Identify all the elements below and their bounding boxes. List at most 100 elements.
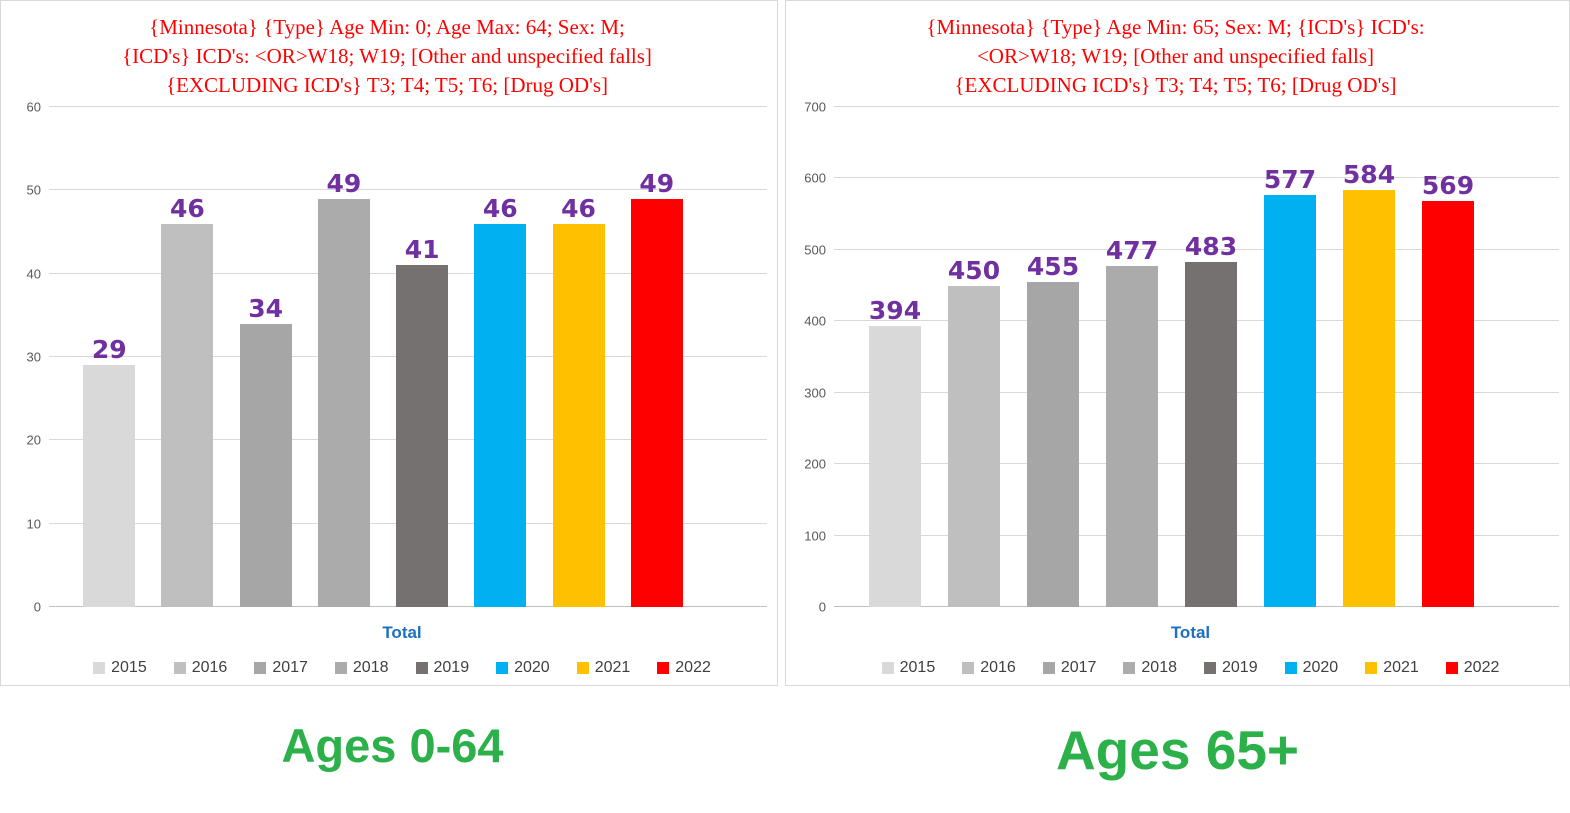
bar-value-label: 584 bbox=[1342, 159, 1396, 189]
legend-label: 2017 bbox=[272, 659, 308, 676]
bar-slot-2016: 46 bbox=[161, 107, 214, 607]
y-tick-label: 200 bbox=[804, 456, 826, 472]
y-tick-label: 500 bbox=[804, 242, 826, 258]
legend-label: 2016 bbox=[980, 659, 1016, 676]
bar-slot-2022: 569 bbox=[1422, 107, 1474, 607]
chart-panel-ages-65-plus: {Minnesota} {Type} Age Min: 65; Sex: M; … bbox=[785, 0, 1570, 686]
legend-swatch-2022 bbox=[657, 662, 670, 674]
legend-swatch-2015 bbox=[881, 662, 894, 674]
bar-value-label: 483 bbox=[1184, 232, 1238, 261]
bar-slot-2017: 455 bbox=[1027, 107, 1079, 607]
legend-item-2019: 2019 bbox=[1204, 659, 1258, 677]
bar-slot-2021: 46 bbox=[552, 107, 605, 607]
y-tick-label: 40 bbox=[26, 266, 41, 282]
y-tick-label: 20 bbox=[26, 432, 41, 448]
legend-item-2019: 2019 bbox=[415, 659, 469, 677]
bar-slot-2016: 450 bbox=[948, 107, 1000, 607]
legend-item-2017: 2017 bbox=[1042, 659, 1096, 677]
bars-row: 394 450 455 477 483 577 584 569 bbox=[842, 107, 1501, 607]
bar-slot-2020: 46 bbox=[474, 107, 527, 607]
y-tick-label: 50 bbox=[26, 182, 41, 198]
bar-value-label: 477 bbox=[1105, 236, 1159, 266]
bar-value-label: 46 bbox=[170, 193, 205, 223]
y-tick-label: 0 bbox=[33, 599, 41, 615]
chart-title: {Minnesota} {Type} Age Min: 0; Age Max: … bbox=[122, 15, 652, 97]
legend-swatch-2021 bbox=[576, 662, 589, 674]
bar-value-label: 394 bbox=[868, 295, 922, 325]
bar-2022 bbox=[1422, 200, 1474, 607]
legend-swatch-2016 bbox=[962, 662, 975, 674]
gridline bbox=[834, 248, 1559, 250]
bar-2018 bbox=[317, 198, 370, 607]
plot-area: 29 46 34 49 41 46 46 49 bbox=[49, 106, 767, 607]
legend-swatch-2017 bbox=[1042, 662, 1055, 674]
legend-item-2015: 2015 bbox=[93, 659, 147, 677]
bar-value-label: 569 bbox=[1421, 170, 1475, 200]
legend-swatch-2019 bbox=[415, 662, 428, 674]
gridline bbox=[49, 106, 767, 107]
bar-2015 bbox=[83, 365, 136, 607]
bar-slot-2022: 49 bbox=[630, 107, 683, 607]
legend-label: 2020 bbox=[514, 659, 550, 676]
y-tick-label: 300 bbox=[804, 385, 826, 401]
legend-label: 2015 bbox=[111, 659, 147, 676]
legend-label: 2020 bbox=[1302, 659, 1339, 676]
x-axis-label: Total bbox=[1170, 623, 1211, 642]
y-tick-label: 60 bbox=[26, 99, 41, 115]
legend-swatch-2017 bbox=[254, 662, 267, 674]
legend-swatch-2018 bbox=[1123, 662, 1136, 674]
gridline bbox=[49, 189, 767, 191]
y-axis: 0 10 20 30 40 50 60 bbox=[7, 101, 49, 614]
bar-slot-2017: 34 bbox=[239, 107, 292, 607]
bar-value-label: 46 bbox=[482, 193, 518, 223]
legend-item-2022: 2022 bbox=[657, 659, 711, 677]
bar-2017 bbox=[239, 323, 292, 607]
legend-swatch-2020 bbox=[496, 662, 509, 674]
bar-slot-2019: 41 bbox=[396, 107, 449, 607]
bar-slot-2020: 577 bbox=[1264, 107, 1316, 607]
legend-item-2018: 2018 bbox=[1123, 659, 1177, 677]
legend-swatch-2016 bbox=[173, 662, 186, 674]
bar-value-label: 29 bbox=[91, 335, 127, 365]
bar-2019 bbox=[396, 265, 449, 607]
plot-row: 0 100 200 300 400 500 600 700 394 450 455 477 483 57… bbox=[792, 101, 1559, 614]
y-tick-label: 700 bbox=[804, 99, 826, 115]
bar-2016 bbox=[161, 223, 214, 607]
bar-value-label: 450 bbox=[947, 255, 1001, 285]
chart-title: {Minnesota} {Type} Age Min: 65; Sex: M; … bbox=[926, 15, 1425, 97]
footer-row: Ages 0-64 Ages 65+ bbox=[0, 720, 1570, 781]
y-axis: 0 100 200 300 400 500 600 700 bbox=[792, 101, 834, 614]
bar-value-label: 49 bbox=[326, 168, 362, 198]
legend-label: 2021 bbox=[1383, 659, 1419, 676]
legend-swatch-2021 bbox=[1365, 662, 1378, 674]
bar-2017 bbox=[1027, 282, 1079, 607]
bars-row: 29 46 34 49 41 46 46 49 bbox=[57, 107, 709, 607]
bar-2015 bbox=[869, 325, 921, 607]
legend: 2015 2016 2017 2018 2019 2020 2021 2022 bbox=[7, 659, 767, 677]
legend-item-2016: 2016 bbox=[962, 659, 1016, 677]
bar-2020 bbox=[1264, 194, 1316, 607]
legend-label: 2015 bbox=[899, 659, 936, 676]
legend-item-2021: 2021 bbox=[576, 659, 631, 677]
bar-slot-2019: 483 bbox=[1185, 107, 1237, 607]
bar-2020 bbox=[474, 223, 527, 607]
legend-label: 2018 bbox=[352, 659, 389, 676]
bar-slot-2015: 29 bbox=[83, 107, 136, 607]
plot-area: 394 450 455 477 483 577 584 569 bbox=[834, 106, 1559, 607]
footer-title-ages-0-64: Ages 0-64 bbox=[281, 719, 504, 772]
y-tick-label: 10 bbox=[26, 516, 41, 532]
legend-label: 2022 bbox=[1463, 659, 1500, 676]
bar-value-label: 577 bbox=[1263, 164, 1317, 194]
legend-label: 2021 bbox=[594, 659, 631, 676]
charts-row: {Minnesota} {Type} Age Min: 0; Age Max: … bbox=[0, 0, 1570, 686]
bar-value-label: 34 bbox=[248, 293, 284, 323]
y-tick-label: 100 bbox=[804, 528, 826, 544]
bar-slot-2021: 584 bbox=[1343, 107, 1395, 607]
legend: 2015 2016 2017 2018 2019 2020 2021 2022 bbox=[792, 659, 1559, 677]
legend-item-2020: 2020 bbox=[496, 659, 550, 677]
legend-swatch-2015 bbox=[93, 662, 106, 674]
legend-label: 2018 bbox=[1141, 659, 1177, 676]
legend-label: 2019 bbox=[1222, 659, 1258, 676]
legend-label: 2016 bbox=[191, 659, 228, 676]
